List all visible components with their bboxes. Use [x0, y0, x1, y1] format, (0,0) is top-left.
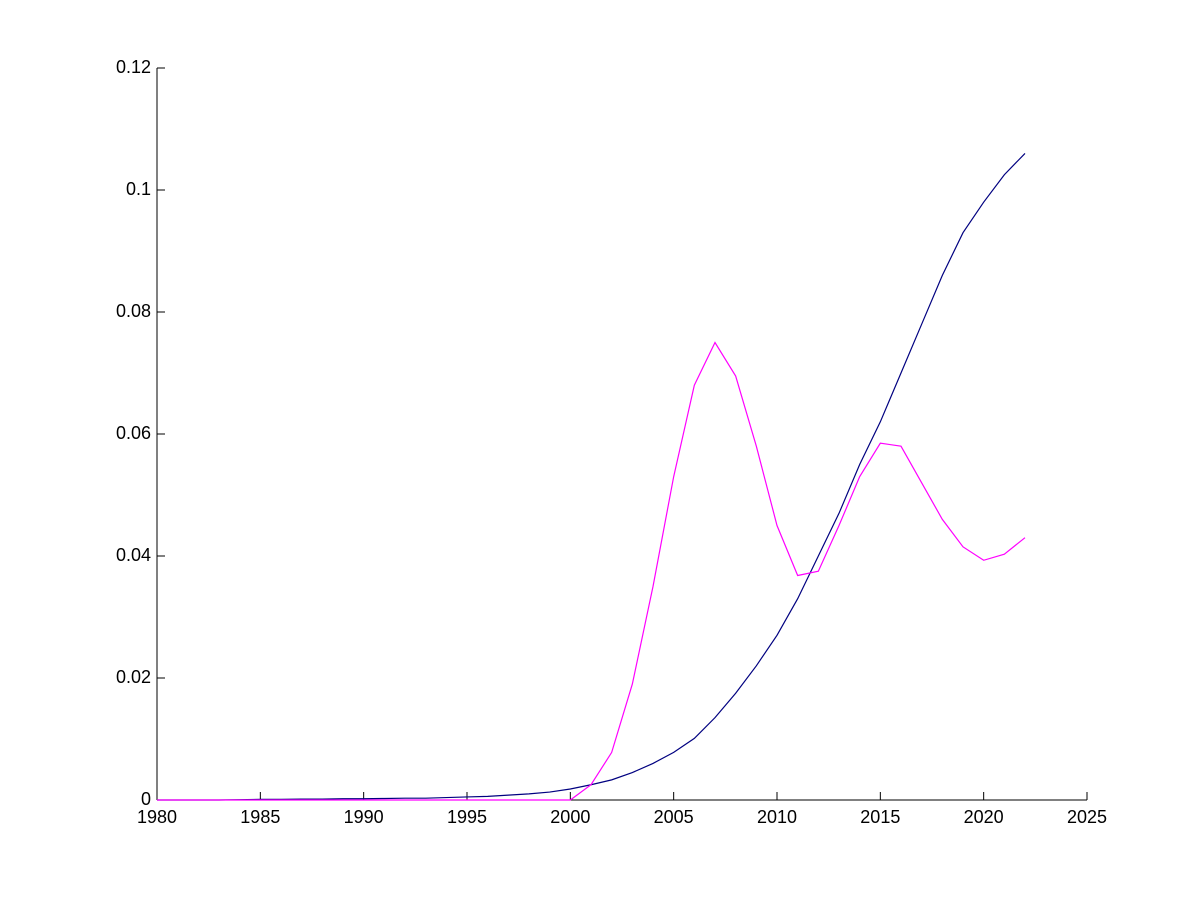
y-tick-label: 0.08: [116, 301, 151, 321]
y-tick-label: 0.12: [116, 57, 151, 77]
x-tick-label: 2025: [1067, 807, 1107, 827]
y-tick-label: 0.02: [116, 667, 151, 687]
x-tick-label: 1990: [344, 807, 384, 827]
x-tick-label: 1980: [137, 807, 177, 827]
y-tick-label: 0.06: [116, 423, 151, 443]
x-tick-label: 2010: [757, 807, 797, 827]
series-line: [157, 341, 1026, 801]
x-tick-label: 2015: [860, 807, 900, 827]
y-tick-label: 0: [141, 789, 151, 809]
series-line: [157, 152, 1026, 801]
y-tick-label: 0.04: [116, 545, 151, 565]
x-tick-label: 2005: [654, 807, 694, 827]
x-tick-label: 1985: [240, 807, 280, 827]
x-tick-label: 2020: [964, 807, 1004, 827]
x-tick-label: 2000: [550, 807, 590, 827]
x-tick-label: 1995: [447, 807, 487, 827]
y-tick-label: 0.1: [126, 179, 151, 199]
